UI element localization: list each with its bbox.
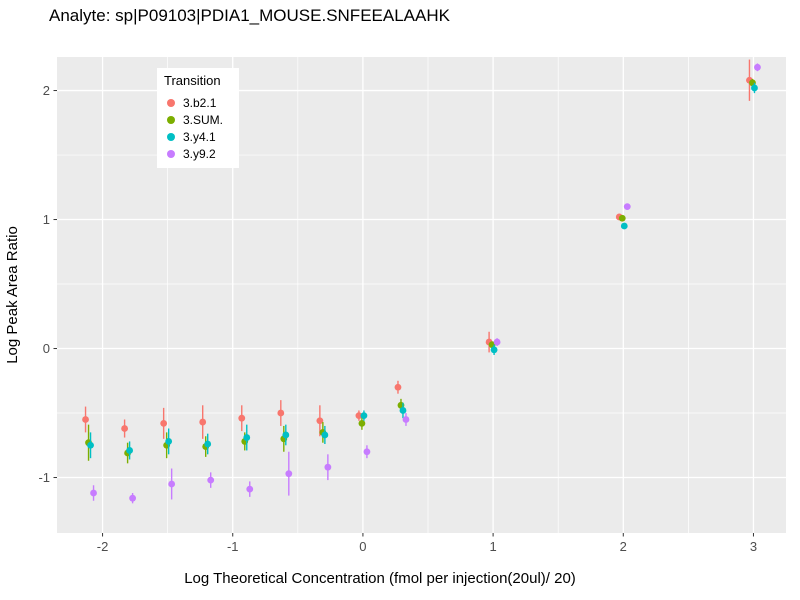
data-point bbox=[394, 383, 402, 391]
data-point bbox=[402, 416, 410, 423]
x-tick-label: -1 bbox=[227, 539, 239, 554]
y-axis-label: Log Peak Area Ratio bbox=[4, 226, 21, 364]
data-point bbox=[355, 412, 363, 420]
y-tick-label: 2 bbox=[43, 83, 50, 98]
data-point bbox=[121, 425, 128, 432]
data-point bbox=[246, 485, 254, 493]
data-point bbox=[399, 407, 407, 414]
data-point bbox=[90, 489, 97, 497]
data-point bbox=[620, 222, 628, 230]
data-point bbox=[321, 431, 329, 439]
data-point bbox=[204, 440, 212, 448]
data-point bbox=[238, 414, 246, 422]
data-point bbox=[316, 417, 324, 425]
x-tick-label: 1 bbox=[489, 539, 496, 554]
legend-item-label: 3.y4.1 bbox=[183, 130, 216, 144]
legend-item-label: 3.b2.1 bbox=[183, 96, 217, 110]
data-point bbox=[324, 463, 332, 471]
data-point bbox=[199, 418, 207, 426]
data-point bbox=[165, 438, 173, 445]
y-tick-label: -1 bbox=[38, 470, 50, 485]
data-point bbox=[82, 416, 89, 423]
legend-key-dot bbox=[167, 150, 175, 158]
legend-item-label: 3.SUM. bbox=[183, 113, 223, 127]
legend-key-dot bbox=[167, 99, 175, 107]
data-point bbox=[623, 203, 631, 211]
legend-key-dot bbox=[167, 116, 175, 124]
data-point bbox=[282, 431, 290, 439]
y-tick-label: 1 bbox=[43, 212, 50, 227]
legend-title: Transition bbox=[164, 73, 221, 88]
data-point bbox=[277, 409, 285, 417]
x-axis-label: Log Theoretical Concentration (fmol per … bbox=[184, 570, 576, 587]
data-point bbox=[285, 470, 293, 478]
legend-item-label: 3.y9.2 bbox=[183, 147, 216, 161]
data-point bbox=[160, 419, 168, 427]
data-point bbox=[618, 214, 626, 222]
data-point bbox=[363, 448, 371, 456]
chart-title: Analyte: sp|P09103|PDIA1_MOUSE.SNFEEALAA… bbox=[49, 6, 450, 25]
data-point bbox=[207, 476, 215, 484]
x-tick-label: 3 bbox=[750, 539, 757, 554]
x-tick-label: 2 bbox=[620, 539, 627, 554]
data-point bbox=[360, 412, 368, 420]
data-point bbox=[126, 447, 133, 454]
x-tick-label: -2 bbox=[97, 539, 109, 554]
data-point bbox=[129, 494, 136, 502]
data-point bbox=[490, 346, 498, 354]
data-point bbox=[243, 434, 251, 441]
x-tick-label: 0 bbox=[359, 539, 366, 554]
y-tick-label: 0 bbox=[43, 341, 50, 356]
data-point bbox=[358, 419, 366, 427]
data-point bbox=[751, 84, 758, 92]
data-point bbox=[87, 441, 94, 449]
legend-key-dot bbox=[167, 133, 175, 141]
data-point bbox=[754, 63, 761, 71]
data-point bbox=[168, 480, 176, 488]
data-point bbox=[493, 338, 501, 346]
